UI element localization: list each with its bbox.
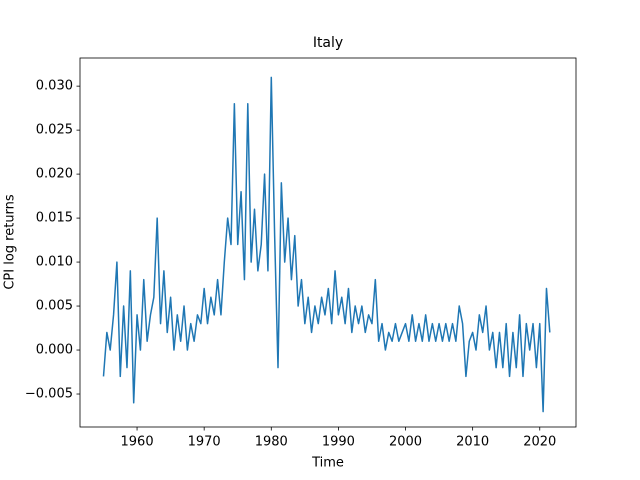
y-tick-label: 0.005 [36, 299, 73, 314]
x-tick-label: 1990 [322, 435, 355, 450]
y-tick-label: −0.005 [25, 387, 73, 402]
y-tick-label: 0.030 [36, 79, 73, 94]
y-tick-label: 0.020 [36, 167, 73, 182]
y-tick-label: 0.025 [36, 123, 73, 138]
x-tick-label: 2020 [523, 435, 556, 450]
plot-frame [79, 57, 577, 428]
x-tick-label: 2000 [389, 435, 422, 450]
y-tick-label: 0.010 [36, 255, 73, 270]
y-tick-label: 0.015 [36, 211, 73, 226]
x-tick-label: 1970 [188, 435, 221, 450]
y-tick-label: 0.000 [36, 343, 73, 358]
x-tick-label: 1980 [255, 435, 288, 450]
chart-title: Italy [313, 35, 343, 51]
data-line [102, 76, 551, 413]
y-axis-label: CPI log returns [3, 194, 18, 290]
x-axis-label: Time [311, 456, 344, 471]
x-tick-label: 1960 [121, 435, 154, 450]
x-tick-label: 2010 [456, 435, 489, 450]
